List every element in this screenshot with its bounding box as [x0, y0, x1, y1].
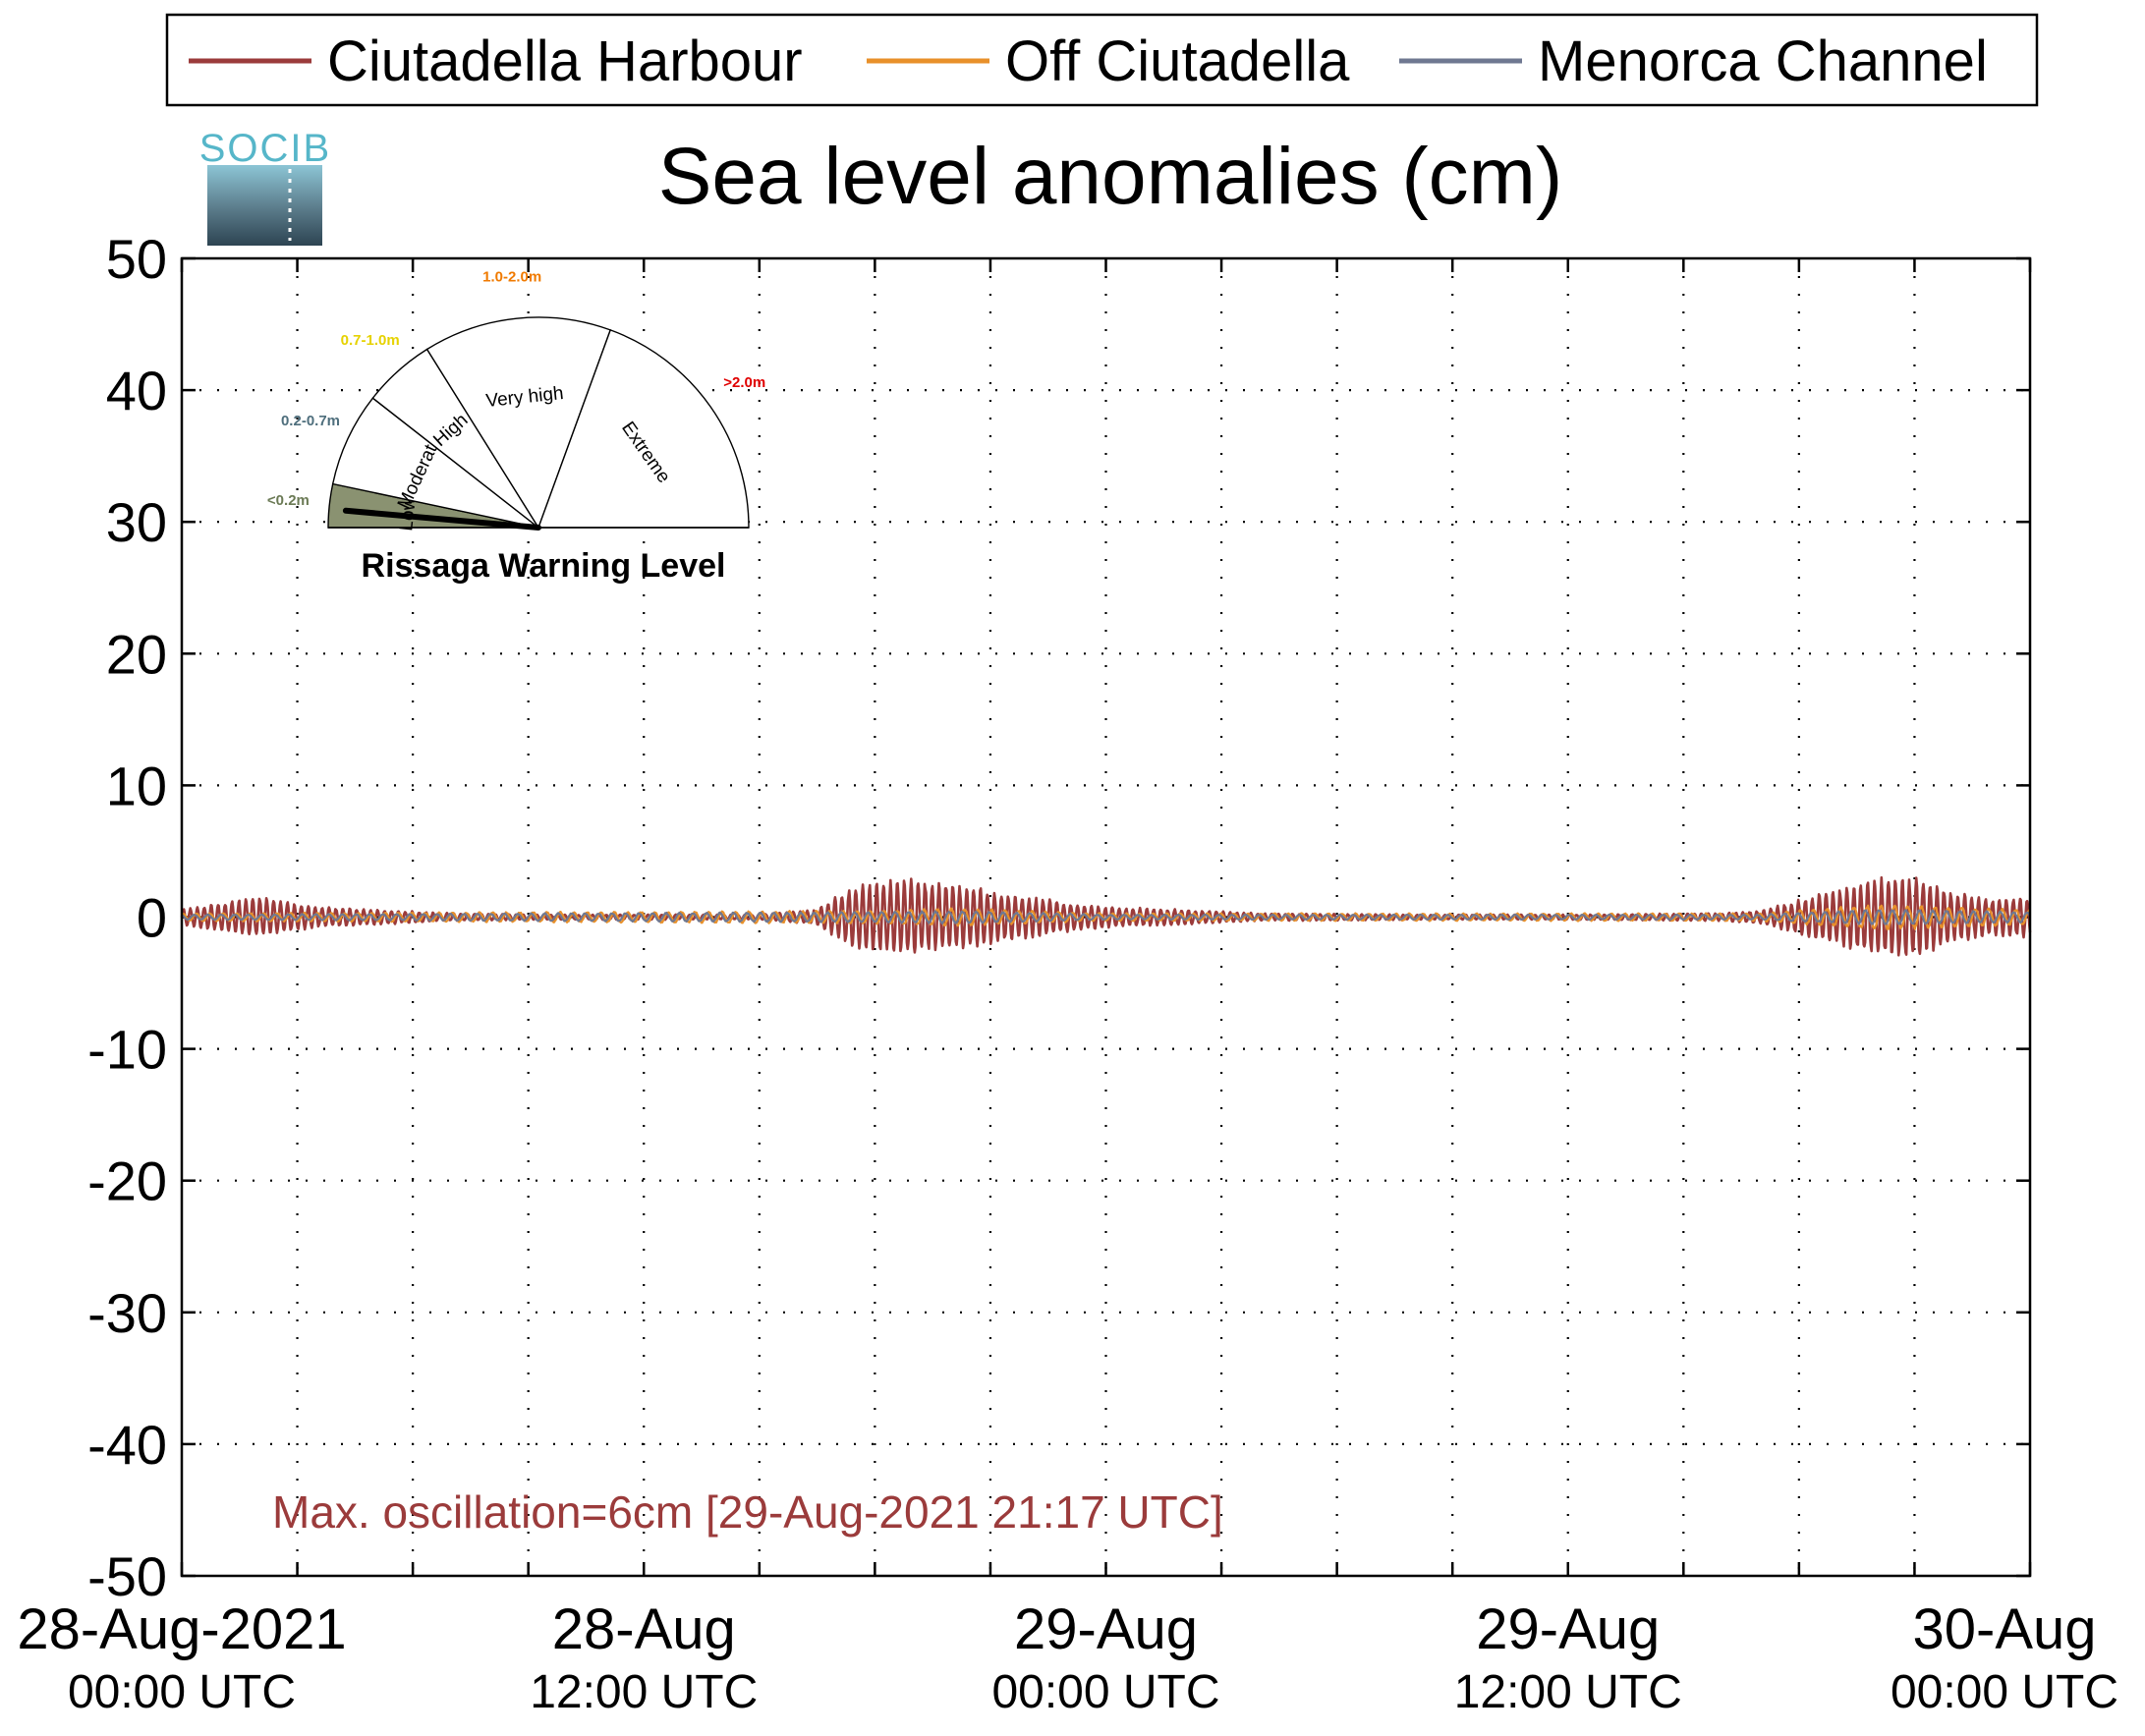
legend: Ciutadella Harbour Off Ciutadella Menorc… [165, 13, 2039, 107]
y-tick-label: -50 [87, 1545, 167, 1607]
series-line-off-ciutadella [181, 904, 2031, 930]
series-line-menorca-channel [181, 909, 2031, 925]
gauge-range-label: 0.2-0.7m [281, 413, 340, 429]
series [180, 875, 2032, 957]
legend-label-ciutadella-harbour: Ciutadella Harbour [327, 29, 803, 93]
x-tick-label-time: 00:00 UTC [991, 1666, 1219, 1718]
x-tick-label-time: 00:00 UTC [1891, 1666, 2118, 1718]
gauge-title: Rissaga Warning Level [362, 547, 726, 585]
rissaga-warning-gauge: Low<0.2mModerate0.2-0.7mHigh0.7-1.0mVery… [267, 268, 765, 585]
y-tick-label: 10 [106, 755, 167, 816]
max-oscillation-annotation: Max. oscillation=6cm [29-Aug-2021 21:17 … [272, 1486, 1223, 1538]
y-tick-label: 50 [106, 228, 167, 290]
gauge-range-label: <0.2m [267, 492, 310, 509]
gauge-range-label: 0.7-1.0m [341, 332, 400, 349]
x-tick-label-date: 30-Aug [1912, 1597, 2096, 1661]
y-tick-labels: 50 40 30 20 10 0 -10 -20 -30 -40 -50 [87, 228, 167, 1607]
x-tick-label-time: 12:00 UTC [1454, 1666, 1682, 1718]
y-tick-label: -30 [87, 1282, 167, 1344]
y-tick-label: 0 [137, 887, 167, 949]
legend-label-off-ciutadella: Off Ciutadella [1005, 29, 1350, 93]
gauge-needle [342, 507, 541, 531]
legend-box [165, 13, 2039, 107]
x-tick-label-time: 12:00 UTC [530, 1666, 758, 1718]
x-tick-label-date: 28-Aug [552, 1597, 736, 1661]
logo-text: SOCIB [199, 127, 331, 170]
chart-title: Sea level anomalies (cm) [658, 132, 1563, 221]
y-tick-label: -40 [87, 1414, 167, 1476]
series-line-ciutadella-harbour [180, 875, 2032, 957]
y-tick-label: -20 [87, 1150, 167, 1212]
y-tick-label: -10 [87, 1019, 167, 1081]
y-tick-label: 20 [106, 623, 167, 685]
gauge-sector-very-high [425, 316, 612, 530]
gauge-range-label: >2.0m [723, 374, 765, 391]
x-tick-label-date: 28-Aug-2021 [17, 1597, 346, 1661]
x-tick-label-date: 29-Aug [1014, 1597, 1198, 1661]
x-tick-label-date: 29-Aug [1476, 1597, 1660, 1661]
logo-panel [207, 165, 322, 246]
socib-logo: SOCIB [199, 127, 331, 246]
y-tick-label: 40 [106, 360, 167, 421]
legend-label-menorca-channel: Menorca Channel [1538, 29, 1988, 93]
grid [182, 258, 2030, 1576]
plot-frame [180, 256, 2032, 1578]
x-tick-label-time: 00:00 UTC [68, 1666, 296, 1718]
gauge-range-label: 1.0-2.0m [482, 268, 541, 285]
gauge-sector-extreme [537, 329, 750, 529]
y-tick-label: 30 [106, 491, 167, 553]
